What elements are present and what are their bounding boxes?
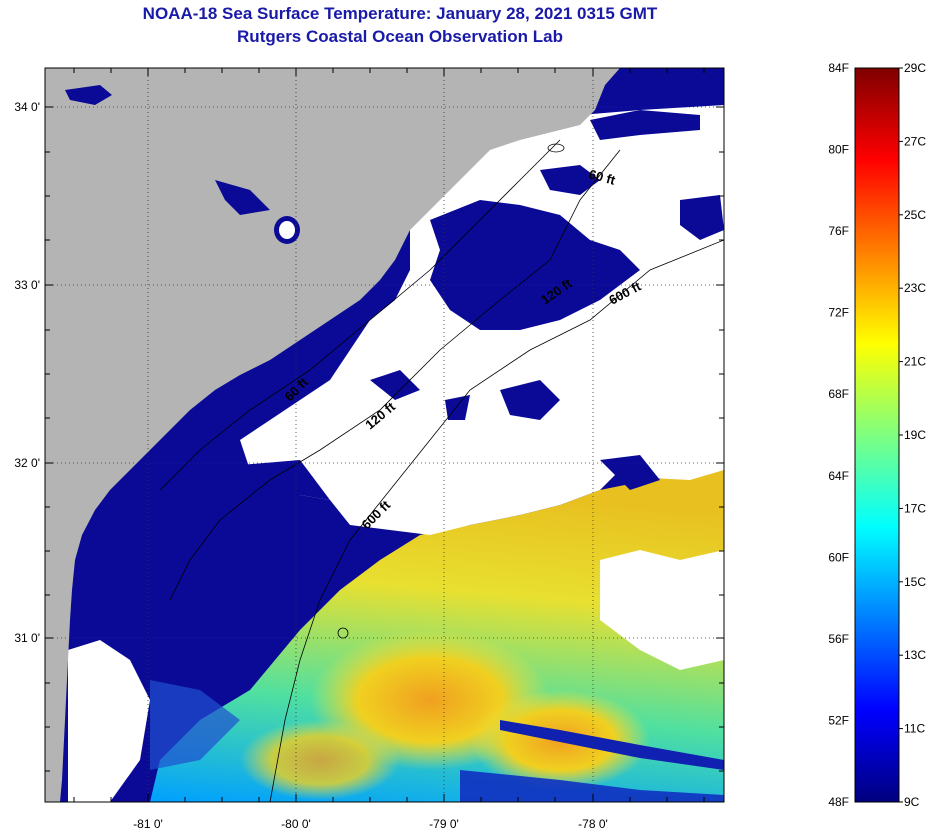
colorbar-c-label: 27C (904, 134, 926, 148)
y-tick-label-31: 31 0' (14, 631, 40, 645)
colorbar-f-label: 68F (828, 387, 849, 401)
cloud-mask-east (600, 550, 724, 670)
colorbar-c-label: 11C (904, 722, 925, 736)
cold-patch-8 (370, 370, 420, 400)
colorbar-c-label: 17C (904, 501, 926, 515)
x-tick-label-79: -79 0' (429, 817, 459, 831)
contour-ring-south (337, 627, 349, 639)
contour-60ft (159, 139, 561, 491)
inland-water-1 (65, 85, 112, 105)
cold-streak-1 (500, 720, 724, 770)
contour-600ft (269, 239, 724, 802)
colorbar-c-label: 19C (904, 428, 926, 442)
contour-label-60-north: 60 ft (587, 166, 617, 188)
colorbar-strip (854, 67, 900, 803)
title-line-2: Rutgers Coastal Ocean Observation Lab (237, 27, 563, 46)
colorbar-f-labels: 84F 80F 76F 72F 68F 64F 60F 56F 52F 48F (828, 61, 849, 809)
warm-core-3 (240, 720, 400, 800)
colorbar-f-label: 64F (828, 469, 849, 483)
contour-120ft (169, 149, 621, 601)
cold-patch-9 (600, 455, 660, 490)
colorbar-f-label: 80F (828, 143, 849, 157)
land-mass (45, 68, 620, 802)
inland-cloud-1 (279, 221, 295, 239)
cold-patch-4 (680, 195, 724, 240)
colorbar-c-label: 13C (904, 648, 926, 662)
cold-patch-1 (430, 200, 640, 330)
colorbar-c-label: 23C (904, 281, 926, 295)
colorbar-f-label: 56F (828, 632, 849, 646)
y-tick-label-32: 32 0' (14, 456, 40, 470)
y-tick-label-34: 34 0' (14, 100, 40, 114)
contour-ring-north (547, 143, 565, 153)
colorbar-c-label: 21C (904, 355, 926, 369)
x-tick-label-80: -80 0' (281, 817, 311, 831)
cloud-mask-south (68, 640, 150, 802)
colorbar-c-label: 9C (904, 795, 920, 809)
tick-marks (45, 68, 724, 802)
cold-patch-5 (500, 380, 560, 420)
colorbar-f-label: 76F (828, 224, 849, 238)
cold-streak-2 (460, 770, 724, 802)
inland-water-2 (215, 180, 270, 215)
colorbar-f-label: 52F (828, 713, 849, 727)
colorbar-c-label: 15C (904, 575, 926, 589)
title-line-1: NOAA-18 Sea Surface Temperature: January… (142, 4, 658, 23)
colorbar-c-labels: 29C 27C 25C 23C 21C 19C 17C 15C 13C 11C 9C (899, 61, 926, 809)
cool-patch (150, 680, 240, 770)
map-frame (44, 67, 725, 803)
colorbar-f-label: 48F (828, 795, 849, 809)
colorbar-f-label: 60F (828, 550, 849, 564)
cold-patch-7 (240, 460, 330, 500)
colorbar-f-label: 72F (828, 306, 849, 320)
cold-patch-3 (590, 110, 700, 140)
cold-patch-2 (540, 165, 600, 195)
x-tick-label-78: -78 0' (578, 817, 608, 831)
colorbar-f-label: 84F (828, 61, 849, 75)
colorbar-c-label: 25C (904, 208, 926, 222)
x-tick-label-81: -81 0' (133, 817, 163, 831)
y-tick-label-33: 33 0' (14, 278, 40, 292)
colorbar-c-label: 29C (904, 61, 926, 75)
